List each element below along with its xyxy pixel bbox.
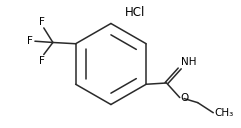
Text: F: F <box>39 17 45 27</box>
Text: F: F <box>27 36 33 46</box>
Text: NH: NH <box>181 57 196 67</box>
Text: HCl: HCl <box>125 6 145 19</box>
Text: O: O <box>181 93 189 103</box>
Text: F: F <box>39 56 45 66</box>
Text: CH₃: CH₃ <box>214 108 234 118</box>
